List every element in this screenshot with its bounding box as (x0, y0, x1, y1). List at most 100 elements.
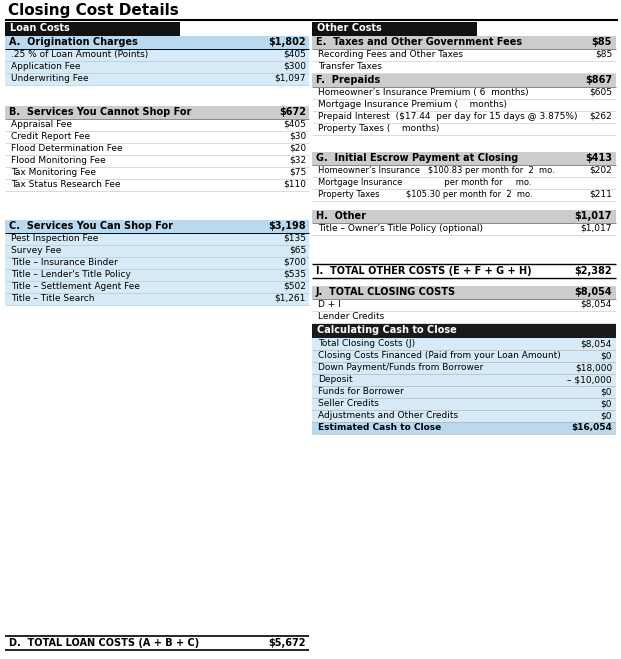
Bar (5, 36, 309, 49)
Text: Homeowner’s Insurance Premium ( 6  months): Homeowner’s Insurance Premium ( 6 months… (318, 88, 528, 97)
Bar (5, 73, 309, 85)
Text: $1,802: $1,802 (268, 37, 306, 47)
Bar (5, 269, 309, 281)
Text: Loan Costs: Loan Costs (10, 23, 70, 33)
Text: $405: $405 (283, 50, 306, 59)
Text: Closing Costs Financed (Paid from your Loan Amount): Closing Costs Financed (Paid from your L… (318, 351, 561, 360)
Bar (312, 152, 616, 165)
Text: Underwriting Fee: Underwriting Fee (11, 74, 89, 83)
Text: Deposit: Deposit (318, 375, 353, 384)
Text: Title – Lender's Title Policy: Title – Lender's Title Policy (11, 270, 131, 279)
Text: $30: $30 (289, 132, 306, 141)
Text: $502: $502 (283, 282, 306, 291)
Text: $0: $0 (601, 387, 612, 396)
Text: Credit Report Fee: Credit Report Fee (11, 132, 90, 141)
Text: Transfer Taxes: Transfer Taxes (318, 62, 382, 71)
Text: H.  Other: H. Other (316, 211, 366, 221)
Text: Mortgage Insurance                per month for     mo.: Mortgage Insurance per month for mo. (318, 178, 532, 187)
Bar (5, 257, 309, 269)
Text: $1,017: $1,017 (574, 211, 612, 221)
Text: Tax Status Research Fee: Tax Status Research Fee (11, 180, 120, 189)
Text: $85: $85 (592, 37, 612, 47)
Text: Other Costs: Other Costs (317, 23, 382, 33)
Bar (312, 386, 616, 398)
Text: $16,054: $16,054 (571, 423, 612, 432)
Text: Seller Credits: Seller Credits (318, 399, 379, 408)
Bar (312, 74, 616, 87)
Text: $1,017: $1,017 (581, 224, 612, 233)
Text: Total Closing Costs (J): Total Closing Costs (J) (318, 339, 415, 348)
Bar (312, 362, 616, 374)
Text: $0: $0 (601, 351, 612, 360)
Text: $413: $413 (585, 153, 612, 163)
Text: Appraisal Fee: Appraisal Fee (11, 120, 72, 129)
Text: Title – Insurance Binder: Title – Insurance Binder (11, 258, 118, 267)
Text: Adjustments and Other Credits: Adjustments and Other Credits (318, 411, 458, 420)
Text: Application Fee: Application Fee (11, 62, 81, 71)
Text: Pest Inspection Fee: Pest Inspection Fee (11, 234, 98, 243)
Text: $8,054: $8,054 (581, 300, 612, 309)
Text: Mortgage Insurance Premium (    months): Mortgage Insurance Premium ( months) (318, 100, 507, 109)
Text: Homeowner’s Insurance   $100.83 per month for  2  mo.: Homeowner’s Insurance $100.83 per month … (318, 166, 555, 175)
Text: $405: $405 (283, 120, 306, 129)
Text: Funds for Borrower: Funds for Borrower (318, 387, 404, 396)
Text: Estimated Cash to Close: Estimated Cash to Close (318, 423, 442, 432)
Bar (5, 245, 309, 257)
Text: Tax Monitoring Fee: Tax Monitoring Fee (11, 168, 96, 177)
Text: Recording Fees and Other Taxes: Recording Fees and Other Taxes (318, 50, 463, 59)
Text: $65: $65 (289, 246, 306, 255)
Text: $85: $85 (595, 50, 612, 59)
Text: $2,382: $2,382 (574, 266, 612, 276)
Bar (312, 398, 616, 410)
Bar (312, 410, 616, 422)
Text: $535: $535 (283, 270, 306, 279)
Text: Survey Fee: Survey Fee (11, 246, 61, 255)
Text: $605: $605 (589, 88, 612, 97)
Text: Lender Credits: Lender Credits (318, 312, 384, 321)
Text: $0: $0 (601, 411, 612, 420)
Bar (312, 22, 477, 36)
Bar (5, 49, 309, 61)
Text: Down Payment/Funds from Borrower: Down Payment/Funds from Borrower (318, 363, 483, 372)
Text: $300: $300 (283, 62, 306, 71)
Text: Closing Cost Details: Closing Cost Details (8, 3, 179, 18)
Text: Flood Monitoring Fee: Flood Monitoring Fee (11, 156, 106, 165)
Text: I.  TOTAL OTHER COSTS (E + F + G + H): I. TOTAL OTHER COSTS (E + F + G + H) (316, 266, 532, 276)
Text: $211: $211 (589, 190, 612, 199)
Text: Prepaid Interest  ($17.44  per day for 15 days @ 3.875%): Prepaid Interest ($17.44 per day for 15 … (318, 112, 578, 121)
Text: $110: $110 (283, 180, 306, 189)
Text: A.  Origination Charges: A. Origination Charges (9, 37, 138, 47)
Bar (312, 210, 616, 223)
Text: .25 % of Loan Amount (Points): .25 % of Loan Amount (Points) (11, 50, 148, 59)
Bar (312, 422, 616, 434)
Text: F.  Prepaids: F. Prepaids (316, 75, 380, 85)
Bar (5, 106, 309, 119)
Text: B.  Services You Cannot Shop For: B. Services You Cannot Shop For (9, 107, 191, 117)
Text: $262: $262 (589, 112, 612, 121)
Bar (5, 281, 309, 293)
Text: $1,097: $1,097 (274, 74, 306, 83)
Text: Title – Title Search: Title – Title Search (11, 294, 94, 303)
Text: $8,054: $8,054 (581, 339, 612, 348)
Text: $135: $135 (283, 234, 306, 243)
Text: $5,672: $5,672 (268, 638, 306, 648)
Text: Property Taxes (    months): Property Taxes ( months) (318, 124, 440, 133)
Text: $8,054: $8,054 (574, 287, 612, 297)
Bar (5, 61, 309, 73)
Bar (312, 36, 616, 49)
Text: $867: $867 (585, 75, 612, 85)
Bar (312, 374, 616, 386)
Text: $202: $202 (589, 166, 612, 175)
Text: D + I: D + I (318, 300, 341, 309)
Text: $0: $0 (601, 399, 612, 408)
Text: $1,261: $1,261 (274, 294, 306, 303)
Bar (312, 286, 616, 299)
Text: $672: $672 (279, 107, 306, 117)
Bar (5, 233, 309, 245)
Bar (5, 293, 309, 305)
Text: $32: $32 (289, 156, 306, 165)
Text: $700: $700 (283, 258, 306, 267)
Text: Calculating Cash to Close: Calculating Cash to Close (317, 325, 457, 335)
Bar (5, 220, 309, 233)
Text: Property Taxes          $105.30 per month for  2  mo.: Property Taxes $105.30 per month for 2 m… (318, 190, 533, 199)
